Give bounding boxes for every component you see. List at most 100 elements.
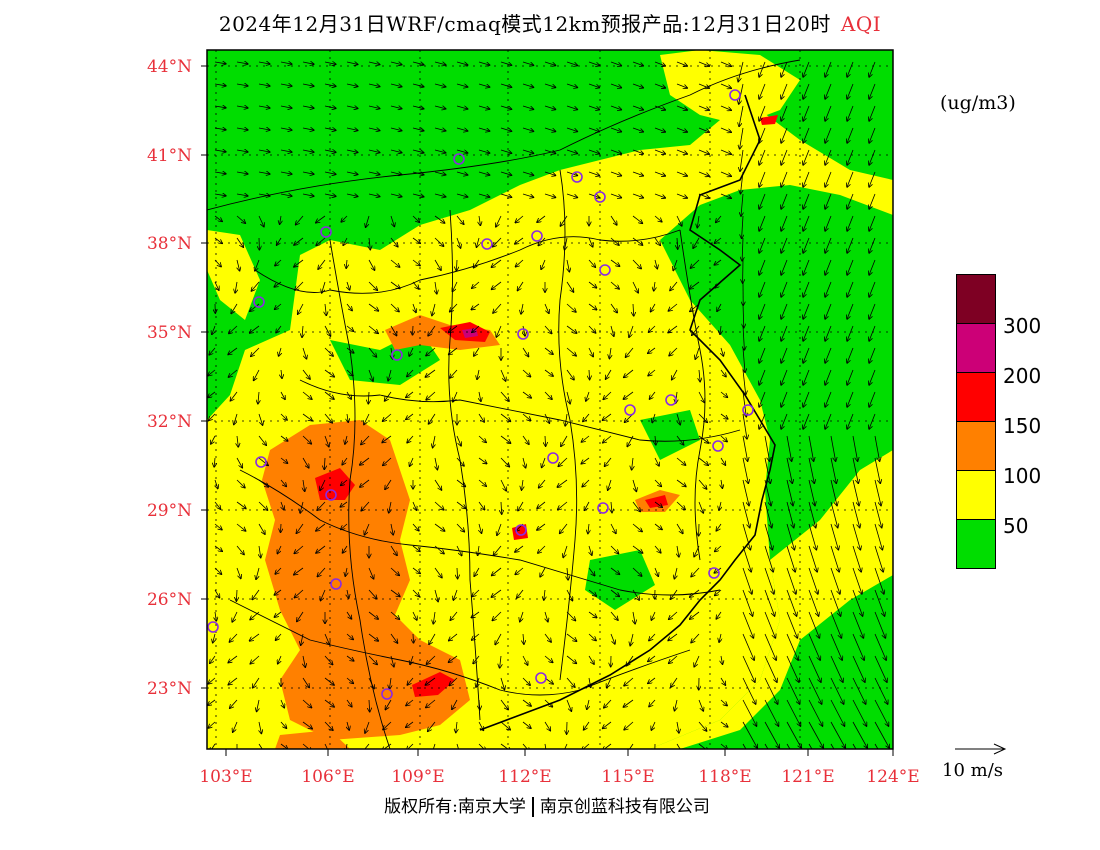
wind-arrow	[390, 633, 398, 643]
wind-arrow	[275, 303, 282, 309]
wind-arrow	[567, 567, 568, 580]
wind-arrow	[669, 347, 678, 356]
wind-arrow	[491, 259, 502, 267]
wind-arrow	[343, 237, 348, 245]
wind-arrow	[390, 611, 399, 619]
wind-arrow	[674, 567, 677, 579]
wind-arrow	[781, 413, 788, 429]
wind-arrow	[698, 501, 703, 513]
wind-arrow	[825, 61, 832, 77]
wind-arrow	[432, 303, 436, 316]
wind-arrow	[368, 106, 380, 109]
wind-arrow	[449, 677, 458, 685]
wind-arrow	[324, 325, 331, 336]
wind-arrow	[456, 545, 462, 556]
wind-arrow	[294, 567, 304, 575]
wind-arrow	[852, 435, 858, 461]
wind-arrow	[523, 633, 524, 644]
coastline	[479, 94, 776, 731]
wind-arrow	[368, 325, 378, 333]
wind-arrow	[324, 369, 334, 377]
wind-arrow	[523, 325, 525, 336]
wind-arrow	[426, 699, 436, 708]
wind-arrow	[676, 149, 687, 154]
wind-arrow	[214, 501, 221, 509]
wind-arrow	[544, 61, 556, 65]
wind-arrow	[698, 171, 709, 176]
wind-arrow	[742, 435, 748, 461]
wind-arrow	[720, 171, 731, 176]
wind-arrow	[544, 655, 553, 662]
wind-arrow	[258, 215, 264, 227]
wind-arrow	[719, 501, 721, 510]
wind-arrow	[589, 677, 591, 687]
wind-arrow	[694, 655, 700, 667]
wind-arrow	[257, 699, 259, 712]
wind-arrow	[869, 237, 876, 253]
lat-label: 35°N	[147, 323, 192, 343]
wind-arrow	[781, 369, 788, 385]
wind-arrow	[584, 721, 590, 730]
wind-arrow	[496, 325, 502, 337]
wind-arrow	[715, 589, 722, 596]
wind-arrow	[869, 149, 876, 165]
axis-ticks	[201, 65, 894, 756]
aqi-sensitive-central	[385, 315, 500, 350]
wind-arrow	[874, 589, 885, 616]
wind-arrow	[500, 171, 512, 175]
wind-arrow	[212, 325, 215, 334]
map-frame	[206, 49, 894, 750]
wind-arrow	[478, 545, 479, 555]
wind-arrow	[302, 106, 314, 108]
wind-arrow	[258, 62, 270, 64]
wind-arrow	[698, 149, 709, 154]
wind-arrow	[316, 215, 326, 223]
wind-arrow	[500, 699, 508, 710]
wind-arrow	[825, 215, 832, 231]
wind-arrow	[545, 611, 548, 622]
wind-arrow	[236, 479, 245, 488]
wind-arrow	[412, 215, 419, 222]
wind-arrow	[210, 743, 216, 749]
wind-arrow	[759, 149, 766, 165]
wind-arrow	[230, 699, 238, 708]
wind-arrow	[764, 567, 774, 594]
wind-arrow	[759, 127, 766, 143]
wind-arrow	[478, 83, 490, 87]
wind-arrow	[610, 105, 621, 110]
wind-arrow	[759, 259, 766, 275]
wind-arrow	[720, 325, 721, 334]
wind-arrow	[478, 721, 483, 730]
wind-arrow	[228, 677, 238, 685]
wind-arrow	[786, 589, 797, 616]
city-marker	[515, 524, 527, 536]
wind-arrow	[346, 128, 358, 130]
lon-label: 121°E	[781, 767, 834, 787]
wind-arrow	[544, 721, 550, 731]
wind-arrow	[433, 435, 435, 448]
wind-arrow	[632, 83, 643, 88]
wind-arrow	[450, 369, 458, 378]
wind-arrow	[739, 83, 744, 104]
wind-arrow	[742, 391, 746, 417]
wind-arrow	[566, 611, 575, 621]
wind-arrow	[456, 237, 461, 248]
wind-arrow	[432, 743, 436, 749]
legend-label-150: 150	[1003, 414, 1042, 438]
wind-arrow	[544, 391, 552, 399]
wind-arrow	[500, 61, 512, 65]
wind-arrow	[691, 633, 700, 643]
wind-arrow	[808, 501, 816, 528]
wind-arrow	[250, 325, 260, 333]
wind-arrow	[803, 149, 810, 165]
wind-arrow	[478, 457, 487, 464]
wind-arrow	[544, 171, 556, 175]
wind-arrow	[742, 215, 743, 238]
wind-arrow	[759, 237, 766, 253]
wind-arrow	[654, 105, 665, 110]
wind-arrow	[208, 391, 216, 397]
wind-arrow	[343, 545, 348, 553]
wind-arrow	[280, 435, 288, 441]
wind-arrow	[302, 457, 309, 468]
wind-arrow	[425, 369, 436, 377]
